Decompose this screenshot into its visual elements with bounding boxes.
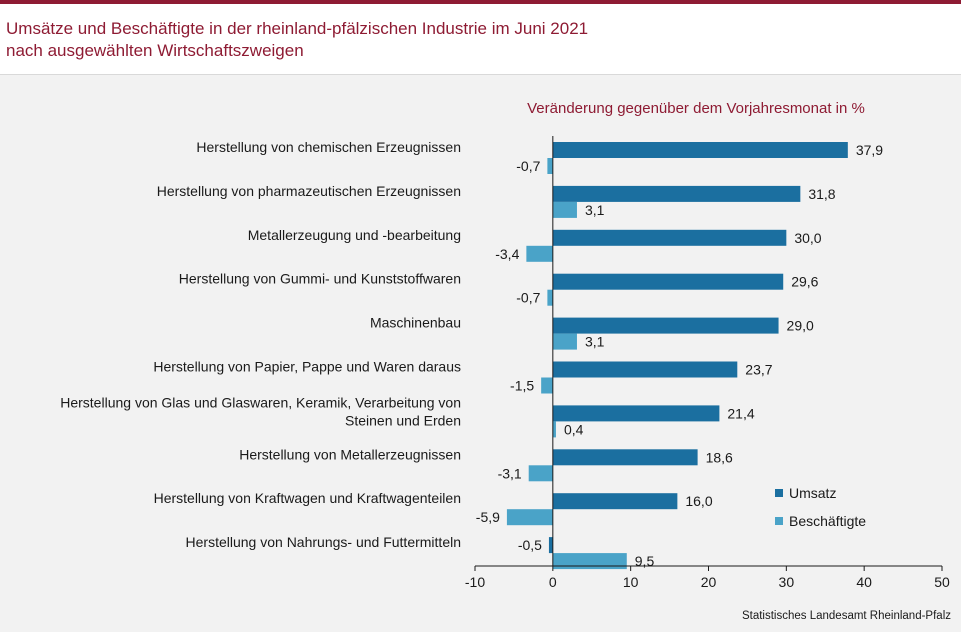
bar-umsatz: [552, 273, 784, 290]
bar-umsatz: [552, 361, 738, 378]
bar-beschaeftigte: [506, 509, 553, 526]
data-label: 16,0: [685, 493, 712, 509]
data-label: -3,4: [495, 246, 519, 262]
data-label: 21,4: [727, 405, 754, 421]
chart-title-line-1: Umsätze und Beschäftigte in der rheinlan…: [6, 19, 589, 38]
category-label: Maschinenbau: [370, 315, 461, 331]
x-tick-label: -10: [465, 574, 485, 590]
data-label: -3,1: [498, 465, 522, 481]
chart-panel: [0, 74, 961, 632]
category-label: Herstellung von Gummi- und Kunststoffwar…: [179, 271, 461, 287]
bar-umsatz: [552, 449, 698, 466]
bar-umsatz: [552, 229, 787, 246]
data-label: 3,1: [585, 334, 605, 350]
category-label: Herstellung von Glas und Glaswaren, Kera…: [60, 394, 461, 410]
bar-beschaeftigte: [528, 465, 553, 482]
legend-label: Beschäftigte: [789, 513, 866, 529]
x-tick-label: 50: [934, 574, 950, 590]
data-label: 23,7: [745, 362, 772, 378]
data-label: -5,9: [476, 509, 500, 525]
source-note: Statistisches Landesamt Rheinland-Pfalz: [741, 610, 951, 622]
data-label: -0,7: [516, 158, 540, 174]
bar-beschaeftigte: [526, 245, 553, 262]
category-label: Herstellung von Nahrungs- und Futtermitt…: [186, 534, 461, 550]
bar-umsatz: [552, 493, 678, 510]
bar-beschaeftigte: [552, 333, 577, 350]
bar-umsatz: [548, 537, 553, 554]
x-tick-label: 10: [623, 574, 639, 590]
category-label: Steinen und Erden: [345, 412, 461, 428]
x-tick-label: 40: [856, 574, 872, 590]
category-label: Herstellung von Metallerzeugnissen: [239, 446, 461, 462]
bar-beschaeftigte: [552, 201, 577, 218]
data-label: -0,7: [516, 290, 540, 306]
bar-beschaeftigte: [541, 377, 553, 394]
data-label: 3,1: [585, 202, 605, 218]
data-label: -1,5: [510, 378, 534, 394]
data-label: 37,9: [856, 142, 883, 158]
category-label: Herstellung von chemischen Erzeugnissen: [196, 139, 461, 155]
bar-umsatz: [552, 405, 720, 422]
bar-beschaeftigte: [552, 553, 627, 570]
legend-swatch: [775, 489, 783, 497]
category-label: Metallerzeugung und -bearbeitung: [248, 227, 461, 243]
data-label: -0,5: [518, 537, 542, 553]
legend-swatch: [775, 517, 783, 525]
bar-beschaeftigte: [547, 158, 553, 174]
data-label: 0,4: [564, 421, 584, 437]
bar-umsatz: [552, 185, 801, 202]
chart-subtitle: Veränderung gegenüber dem Vorjahresmonat…: [527, 100, 865, 117]
data-label: 31,8: [808, 186, 835, 202]
data-label: 29,0: [787, 318, 814, 334]
bar-beschaeftigte: [552, 421, 556, 438]
category-label: Herstellung von pharmazeutischen Erzeugn…: [157, 183, 461, 199]
bar-umsatz: [552, 317, 779, 334]
x-tick-label: 20: [701, 574, 717, 590]
top-rule: [0, 0, 961, 4]
category-label: Herstellung von Papier, Pappe und Waren …: [153, 359, 461, 375]
category-label: Herstellung von Kraftwagen und Kraftwage…: [154, 490, 461, 506]
title-block: Umsätze und Beschäftigte in der rheinlan…: [0, 4, 961, 74]
data-label: 9,5: [635, 553, 655, 569]
x-tick-label: 30: [779, 574, 795, 590]
legend-label: Umsatz: [789, 485, 836, 501]
x-tick-label: 0: [549, 574, 557, 590]
data-label: 29,6: [791, 274, 818, 290]
chart-title-line-2: nach ausgewählten Wirtschaftszweigen: [6, 41, 304, 60]
bar-umsatz: [552, 142, 848, 158]
data-label: 30,0: [794, 230, 821, 246]
bar-beschaeftigte: [547, 289, 553, 306]
data-label: 18,6: [706, 449, 733, 465]
